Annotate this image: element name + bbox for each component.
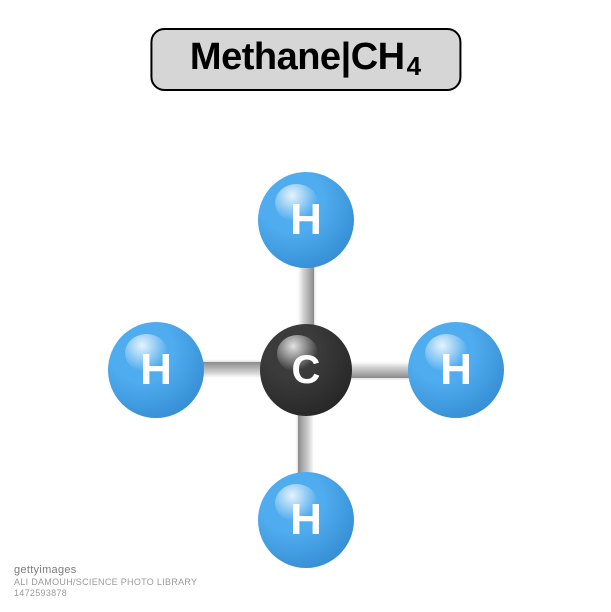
watermark-brand: gettyimages xyxy=(14,564,197,576)
watermark: gettyimages ALI DAMOUH/SCIENCE PHOTO LIB… xyxy=(14,564,197,598)
watermark-id: 1472593878 xyxy=(14,588,197,598)
diagram-canvas: Methane | CH 4 HHHHC gettyimages ALI DAM… xyxy=(0,0,611,612)
carbon-atom: C xyxy=(260,324,352,416)
hydrogen-atom: H xyxy=(108,322,204,418)
hydrogen-atom: H xyxy=(408,322,504,418)
hydrogen-atom: H xyxy=(258,472,354,568)
hydrogen-atom: H xyxy=(258,172,354,268)
watermark-credit: ALI DAMOUH/SCIENCE PHOTO LIBRARY xyxy=(14,577,197,587)
molecule-diagram: HHHHC xyxy=(0,0,611,612)
